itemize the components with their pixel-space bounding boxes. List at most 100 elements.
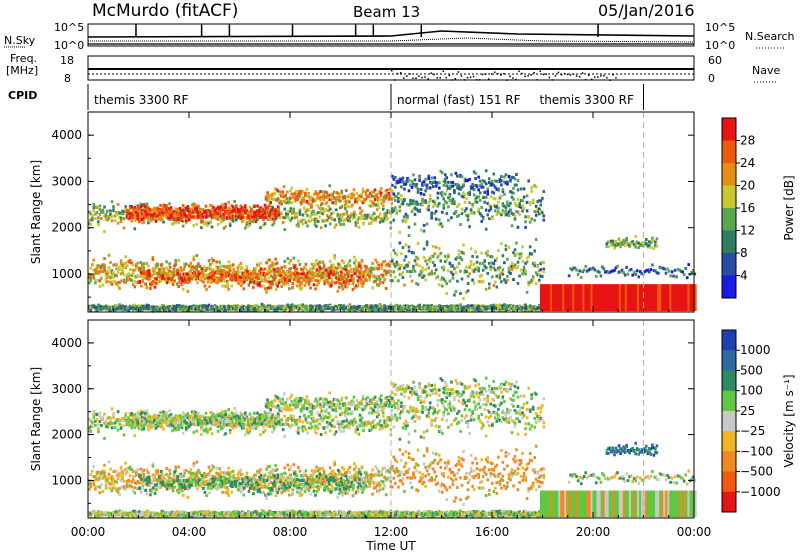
heatmap-cell (313, 192, 316, 196)
heatmap-cell (480, 214, 483, 218)
heatmap-cell (428, 186, 432, 190)
heatmap-cell (436, 196, 440, 200)
heatmap-cell (218, 278, 222, 282)
heatmap-cell (89, 266, 93, 270)
heatmap-cell (444, 180, 447, 184)
heatmap-cell (309, 279, 313, 282)
heatmap-cell (394, 176, 397, 179)
heatmap-cell (153, 277, 157, 280)
heatmap-cell (100, 305, 103, 309)
heatmap-cell (202, 280, 205, 284)
heatmap-cell (382, 195, 386, 199)
heatmap-cell (92, 206, 96, 210)
heatmap-cell (377, 284, 380, 287)
heatmap-cell (478, 212, 482, 216)
heatmap-cell (289, 218, 293, 222)
heatmap-cell (101, 270, 105, 274)
heatmap-cell (509, 264, 512, 268)
heatmap-cell (136, 280, 140, 284)
heatmap-cell (345, 210, 349, 214)
heatmap-cell (338, 277, 342, 281)
heatmap-cell (475, 196, 479, 200)
heatmap-cell (347, 205, 350, 209)
heatmap-cell (240, 275, 243, 279)
heatmap-cell (397, 196, 400, 200)
heatmap-cell (438, 186, 441, 190)
heatmap-cell (215, 306, 218, 310)
heatmap-cell (389, 187, 392, 191)
heatmap-cell (419, 191, 423, 195)
heatmap-cell (316, 196, 319, 200)
heatmap-cell (401, 219, 405, 223)
heatmap-cell (224, 202, 227, 206)
heatmap-cell (413, 259, 417, 263)
heatmap-cell (525, 256, 529, 260)
heatmap-cell (528, 220, 532, 224)
heatmap-cell (301, 213, 305, 217)
heatmap-cell (141, 208, 144, 212)
heatmap-cell (351, 288, 355, 291)
heatmap-cell (518, 213, 521, 217)
heatmap-cell (344, 307, 347, 311)
heatmap-cell (445, 291, 449, 295)
heatmap-cell (160, 208, 164, 212)
heatmap-cell (266, 269, 270, 273)
heatmap-cell (425, 207, 429, 211)
heatmap-cell (272, 208, 276, 212)
heatmap-cell (412, 173, 415, 177)
heatmap-cell (162, 275, 166, 279)
heatmap-cell (356, 279, 360, 283)
heatmap-cell (268, 217, 271, 221)
heatmap-cell (389, 196, 392, 199)
heatmap-cell (243, 272, 246, 276)
heatmap-cell (156, 218, 159, 221)
heatmap-cell (381, 273, 385, 277)
heatmap-cell (474, 171, 477, 175)
heatmap-cell (303, 283, 307, 287)
heatmap-cell (342, 305, 346, 309)
heatmap-cell (253, 304, 256, 308)
heatmap-cell (397, 180, 400, 184)
nsearch-trace (88, 37, 695, 43)
heatmap-cell (369, 199, 372, 203)
heatmap-cell (280, 211, 283, 215)
heatmap-cell (353, 213, 356, 217)
heatmap-cell (284, 199, 287, 203)
heatmap-cell (377, 263, 380, 267)
heatmap-cell (430, 182, 433, 185)
heatmap-cell (183, 275, 186, 278)
heatmap-cell (231, 263, 235, 267)
heatmap-cell (471, 183, 474, 186)
heatmap-cell (274, 287, 278, 291)
heatmap-cell (431, 308, 435, 312)
heatmap-cell (360, 305, 364, 309)
heatmap-cell (425, 183, 429, 187)
heatmap-cell (424, 199, 427, 203)
heatmap-cell (410, 179, 414, 183)
heatmap-cell (185, 276, 189, 280)
heatmap-cell (257, 212, 261, 215)
heatmap-cell (241, 274, 245, 278)
heatmap-cell (466, 214, 470, 218)
heatmap-cell (198, 307, 202, 311)
heatmap-cell (259, 261, 262, 265)
heatmap-cell (148, 276, 152, 280)
heatmap-cell (494, 197, 497, 201)
heatmap-cell (165, 278, 168, 282)
heatmap-cell (189, 211, 193, 215)
nave-point (615, 77, 617, 79)
heatmap-cell (107, 266, 111, 270)
heatmap-cell (312, 307, 315, 311)
heatmap-cell (284, 212, 288, 216)
heatmap-cell (106, 218, 109, 222)
heatmap-cell (326, 271, 329, 275)
heatmap-cell (165, 281, 169, 285)
heatmap-cell (98, 266, 102, 270)
heatmap-cell (154, 263, 158, 267)
heatmap-cell (350, 270, 354, 274)
heatmap-cell (335, 276, 338, 280)
heatmap-cell (197, 305, 200, 309)
heatmap-cell (501, 308, 505, 312)
heatmap-cell (309, 308, 312, 312)
heatmap-cell (474, 307, 477, 311)
